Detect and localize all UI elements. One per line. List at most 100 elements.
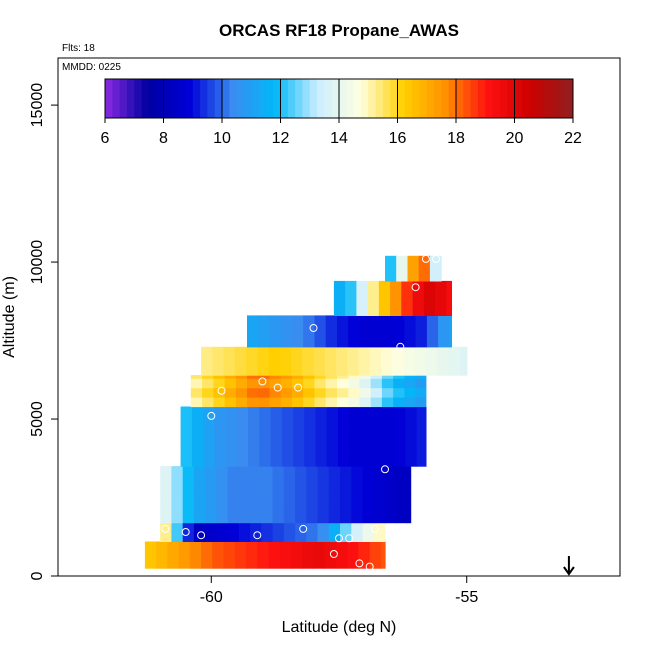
heat-cell (261, 494, 274, 505)
heat-cell (335, 346, 348, 357)
heat-cell (393, 315, 405, 320)
heat-cell (404, 375, 417, 379)
heat-cell (280, 315, 293, 320)
heat-cell (404, 337, 417, 348)
heat-cell (227, 485, 240, 495)
heat-cell (378, 280, 391, 288)
heat-cell (236, 437, 249, 448)
colorbar-tick-label: 20 (506, 130, 524, 147)
colorbar-swatch (448, 79, 457, 118)
heat-cell (435, 280, 447, 288)
heat-cell (234, 356, 247, 367)
heat-cell (351, 513, 364, 524)
heat-cell (213, 397, 226, 408)
heat-cell (303, 378, 315, 389)
sample-point (365, 562, 374, 571)
heat-cell (348, 328, 360, 338)
heat-cell (394, 409, 406, 420)
colorbar-swatch (492, 79, 501, 118)
heat-cell (325, 315, 338, 320)
heat-cell (212, 541, 225, 550)
band-6 (247, 315, 452, 348)
heat-cell (250, 513, 262, 524)
heat-cell (268, 356, 281, 367)
heat-cell (404, 397, 417, 408)
heat-cell (370, 328, 383, 338)
heat-cell (380, 541, 386, 550)
heat-cell (258, 328, 271, 338)
heat-cell (216, 485, 229, 495)
heat-cell (293, 456, 305, 467)
heat-cell (392, 356, 404, 367)
heat-cell (280, 337, 293, 348)
heat-cell (370, 387, 383, 398)
heat-cell (205, 485, 217, 495)
heat-cell (248, 437, 260, 448)
heat-cell (381, 375, 394, 379)
heat-cell (446, 296, 452, 307)
heat-cell (392, 346, 404, 357)
heat-cell (160, 513, 172, 524)
heat-cell (295, 475, 307, 486)
heat-cell (351, 466, 364, 477)
heat-cell (326, 437, 339, 448)
colorbar: 6 8 10 12 14 16 18 20 22 (101, 78, 582, 147)
heat-cell (394, 447, 406, 458)
heat-cell (337, 375, 349, 379)
heat-cell (317, 503, 330, 514)
heat-cell (246, 541, 258, 550)
heat-cell (412, 287, 425, 298)
heat-cell (205, 513, 217, 524)
heat-cell (302, 558, 314, 569)
heat-cell (317, 513, 330, 524)
heat-cell (385, 255, 397, 263)
heat-cell (370, 318, 383, 329)
heat-cell (180, 419, 193, 429)
heat-cell (302, 365, 314, 376)
heat-cell (367, 280, 380, 288)
heat-cell (193, 475, 206, 486)
colorbar-swatch (456, 79, 464, 118)
heat-cell (337, 387, 349, 398)
heat-cell (269, 375, 282, 379)
heat-cell (396, 271, 408, 282)
colorbar-swatch (368, 79, 376, 118)
heat-cell (340, 494, 352, 505)
heat-cell (415, 387, 427, 398)
heat-cell (193, 485, 206, 495)
heat-cell (248, 406, 260, 411)
heat-cell (281, 447, 294, 458)
heat-cell (335, 558, 348, 569)
heat-cell (437, 346, 449, 357)
heat-cell (202, 387, 214, 398)
heat-cell (203, 409, 215, 420)
heat-cell (328, 494, 341, 505)
heat-cell (303, 387, 315, 398)
colorbar-swatch (390, 79, 398, 118)
heat-cell (247, 375, 259, 379)
heat-cell (201, 365, 213, 376)
colorbar-swatch (441, 79, 450, 118)
heat-cell (325, 397, 338, 408)
heat-cell (396, 466, 408, 477)
heat-cell (407, 255, 420, 263)
heat-cell (404, 318, 417, 329)
heat-cell (223, 541, 236, 550)
heat-cell (314, 378, 327, 389)
heat-cell (236, 447, 249, 458)
heat-cell (224, 375, 237, 379)
heat-cell (370, 337, 383, 348)
heat-cell (360, 428, 373, 439)
heat-cell (362, 466, 375, 477)
heat-cell (180, 409, 193, 420)
heat-cell (269, 337, 282, 348)
heat-cell (236, 406, 249, 411)
y-tick-label: 10000 (29, 240, 46, 285)
colorbar-swatch (558, 79, 567, 118)
heat-cell (280, 387, 293, 398)
heat-cell (369, 346, 382, 357)
heat-cell (304, 409, 317, 420)
colorbar-tick-label: 22 (564, 130, 582, 147)
heat-cell (180, 437, 193, 448)
heat-cell (171, 475, 184, 486)
